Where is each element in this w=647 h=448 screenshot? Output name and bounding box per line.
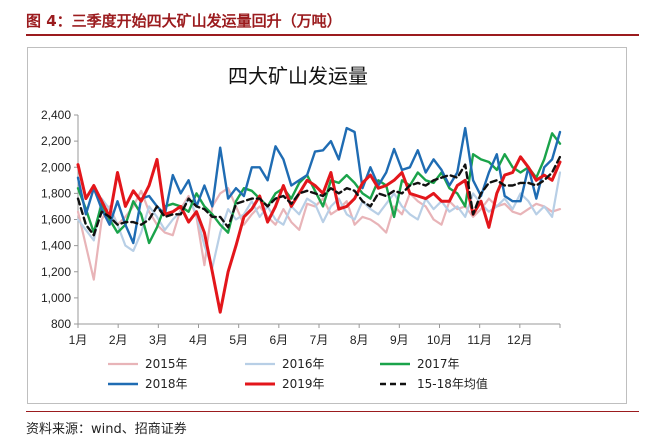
x-tick-label: 2月 — [109, 333, 128, 347]
x-tick-label: 1月 — [69, 333, 88, 347]
y-tick-label: 1,000 — [41, 291, 71, 305]
x-tick-label: 7月 — [310, 333, 329, 347]
x-tick-label: 6月 — [269, 333, 288, 347]
legend-label-0: 2015年 — [145, 357, 188, 371]
y-tick-label: 1,200 — [41, 265, 71, 279]
series-lines — [76, 126, 562, 314]
series-line-0 — [76, 187, 562, 281]
x-tick-label: 8月 — [350, 333, 369, 347]
x-tick-label: 5月 — [229, 333, 248, 347]
y-tick-label: 800 — [51, 317, 71, 331]
legend-label-2: 2017年 — [417, 357, 460, 371]
y-tick-label: 2,200 — [41, 134, 71, 148]
legend-label-3: 2018年 — [145, 377, 188, 391]
chart-title: 四大矿山发运量 — [228, 64, 368, 88]
legend-label-5: 15-18年均值 — [417, 376, 488, 391]
x-tick-label: 9月 — [390, 333, 409, 347]
legend-label-1: 2016年 — [282, 357, 325, 371]
x-tick-label: 12月 — [507, 333, 532, 347]
y-tick-label: 1,600 — [41, 213, 71, 227]
axes: 800 1,000 1,200 1,400 1,600 1,800 2,000 2,200 2,… — [41, 108, 561, 347]
series-line-5 — [76, 155, 562, 237]
x-tick-label: 11月 — [467, 333, 491, 347]
legend-label-4: 2019年 — [282, 377, 325, 391]
series-line-2 — [76, 132, 562, 245]
title-rule — [26, 34, 639, 36]
source-rule — [26, 411, 639, 412]
y-tick-label: 2,000 — [41, 160, 71, 174]
legend: 2015年 2016年 2017年 2018年 2019年 15-18年均值 — [108, 357, 488, 391]
y-tick-label: 1,800 — [41, 186, 71, 200]
y-tick-label: 1,400 — [41, 239, 71, 253]
x-tick-label: 10月 — [427, 333, 452, 347]
x-tick-label: 4月 — [189, 333, 208, 347]
series-line-4 — [76, 155, 562, 314]
source-note: 资料来源：wind、招商证券 — [26, 422, 187, 437]
figure-title: 图 4：三季度开始四大矿山发运量回升（万吨） — [26, 12, 342, 30]
y-tick-label: 2,400 — [41, 108, 71, 122]
x-tick-label: 3月 — [149, 333, 168, 347]
